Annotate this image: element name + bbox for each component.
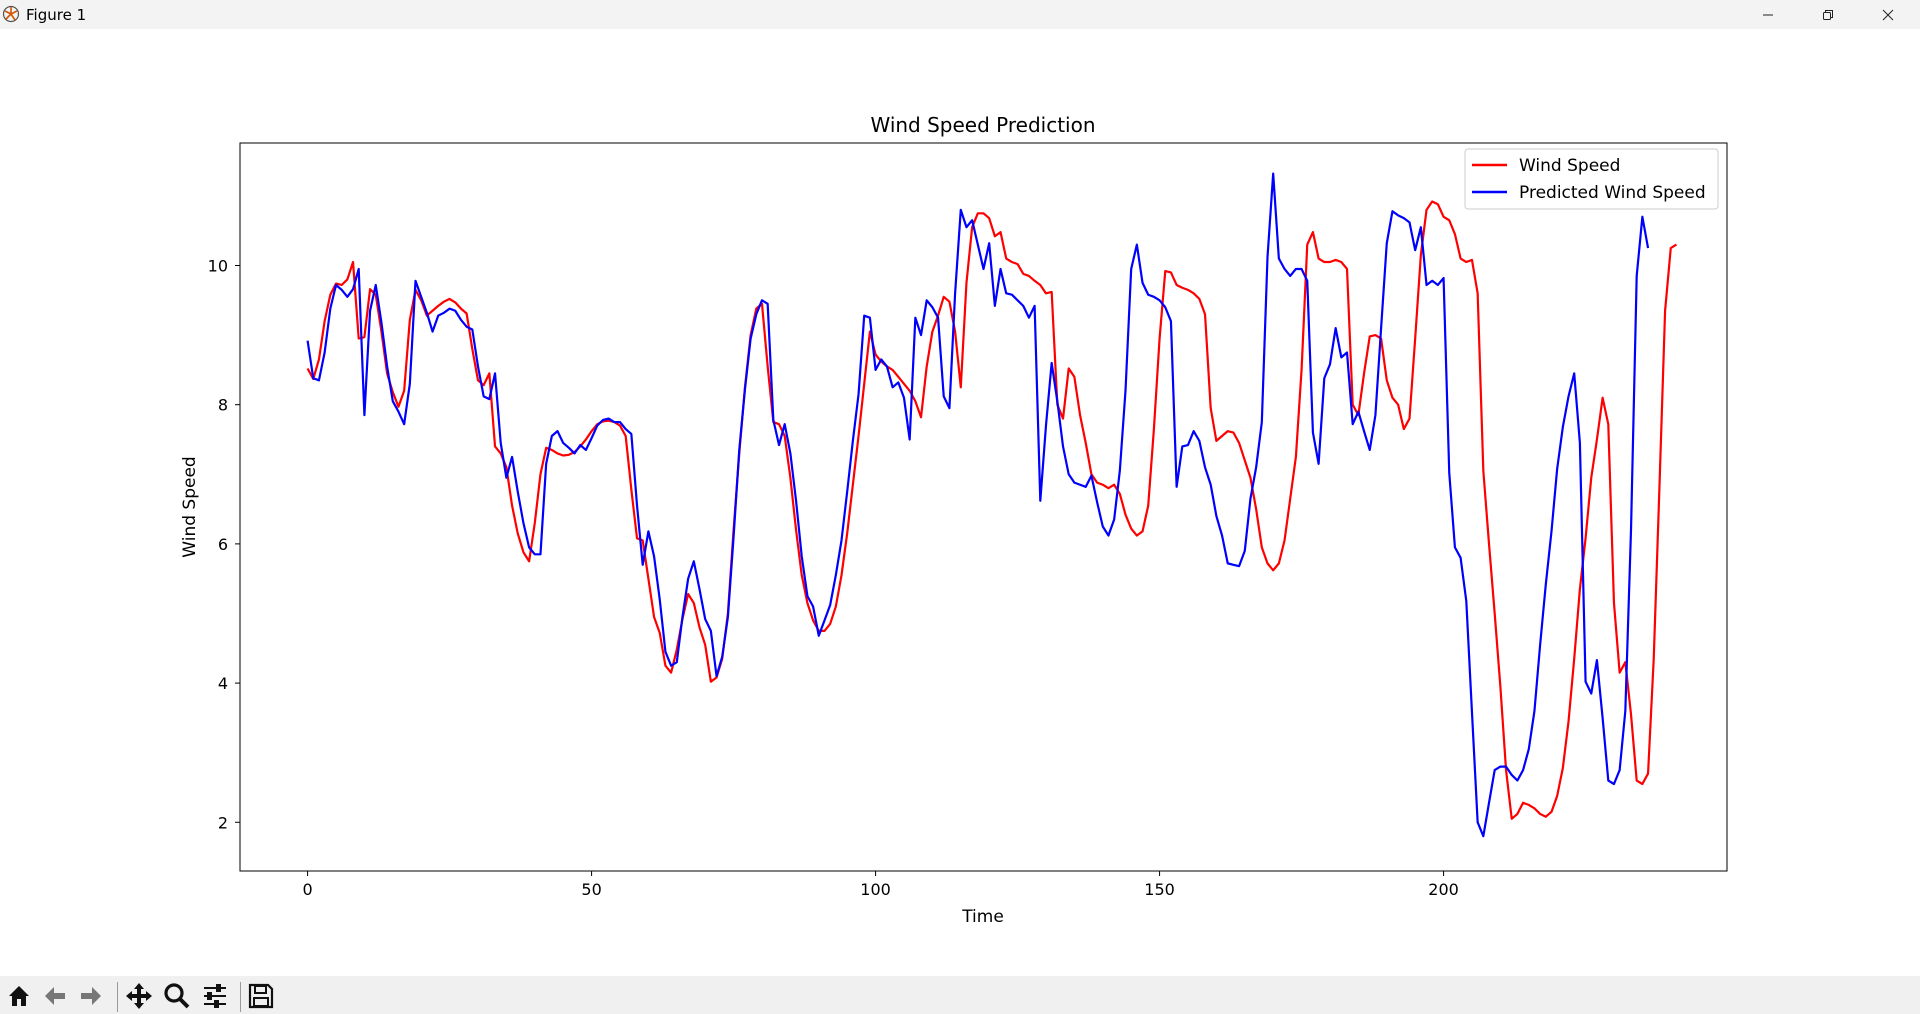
series-line-predicted-wind-speed — [306, 172, 1650, 838]
x-axis-label: Time — [961, 907, 1004, 927]
plot-frame — [239, 142, 1728, 872]
restore-icon — [1823, 9, 1833, 20]
legend-box — [1464, 148, 1719, 210]
y-tick-label: 10 — [208, 256, 228, 275]
y-tick-label: 8 — [218, 396, 228, 415]
window-titlebar: Figure 1 — [0, 0, 1920, 29]
x-tick-label: 50 — [581, 880, 601, 899]
close-button[interactable] — [1858, 0, 1918, 29]
y-axis-label: Wind Speed — [180, 456, 200, 557]
close-icon — [1882, 9, 1894, 20]
home-icon — [9, 986, 29, 1006]
restore-button[interactable] — [1798, 0, 1858, 29]
configure-icon — [204, 984, 226, 1008]
y-tick-label: 2 — [218, 813, 228, 832]
configure-subplots-button[interactable] — [198, 979, 232, 1013]
x-tick-label: 200 — [1428, 880, 1459, 899]
y-tick-label: 6 — [218, 535, 228, 554]
minimize-button[interactable] — [1738, 0, 1798, 29]
legend-label-predicted-wind-speed: Predicted Wind Speed — [1519, 183, 1706, 203]
figure-canvas[interactable]: Wind Speed Prediction 0 50 100 150 200 2 4 6 8 1… — [0, 29, 1920, 976]
navigation-toolbar — [0, 976, 1920, 1014]
pan-button[interactable] — [122, 979, 156, 1013]
x-tick-label: 0 — [302, 880, 312, 899]
y-tick-label: 4 — [218, 674, 228, 693]
back-button[interactable] — [38, 979, 72, 1013]
save-icon — [248, 983, 274, 1009]
pan-icon — [126, 983, 152, 1009]
back-icon — [45, 987, 65, 1005]
home-button[interactable] — [2, 979, 36, 1013]
chart-title: Wind Speed Prediction — [870, 113, 1095, 137]
minimize-icon — [1763, 14, 1773, 15]
zoom-button[interactable] — [160, 979, 194, 1013]
forward-icon — [81, 987, 101, 1005]
save-button[interactable] — [244, 979, 278, 1013]
y-axis: 2 4 6 8 10 — [208, 256, 240, 832]
legend-label-wind-speed: Wind Speed — [1519, 156, 1620, 176]
plot-lines — [306, 172, 1678, 838]
window-title: Figure 1 — [26, 6, 87, 24]
legend: Wind Speed Predicted Wind Speed — [1464, 148, 1719, 210]
toolbar-separator — [117, 982, 118, 1012]
x-tick-label: 150 — [1144, 880, 1175, 899]
series-line-wind-speed — [306, 200, 1678, 820]
toolbar-separator — [240, 982, 241, 1012]
forward-button[interactable] — [74, 979, 108, 1013]
x-axis: 0 50 100 150 200 — [302, 871, 1459, 899]
app-icon — [2, 5, 20, 23]
x-tick-label: 100 — [860, 880, 891, 899]
zoom-icon — [164, 983, 190, 1009]
